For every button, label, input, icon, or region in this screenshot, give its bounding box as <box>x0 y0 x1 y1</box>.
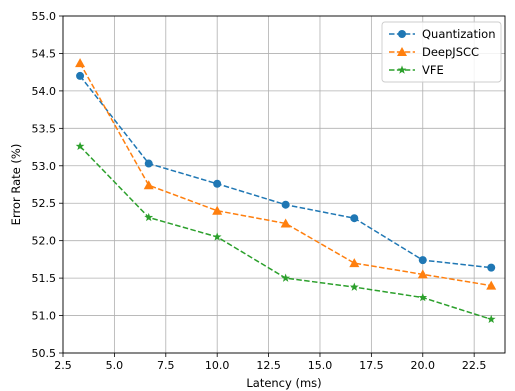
data-point <box>486 280 497 290</box>
data-point <box>349 282 359 291</box>
data-point <box>418 256 427 265</box>
y-tick-label: 51.0 <box>32 310 57 323</box>
y-tick-label: 52.5 <box>32 197 57 210</box>
data-point <box>349 258 360 268</box>
y-axis-label: Error Rate (%) <box>9 144 23 226</box>
data-point <box>280 218 291 228</box>
data-point <box>281 200 290 209</box>
data-point <box>213 179 222 188</box>
x-tick-label: 17.5 <box>359 359 384 372</box>
data-point <box>212 232 222 241</box>
y-tick-label: 53.0 <box>32 160 57 173</box>
data-point <box>486 314 496 324</box>
x-tick-label: 20.0 <box>411 359 436 372</box>
legend-box <box>381 21 502 83</box>
y-tick-label: 55.0 <box>32 10 57 23</box>
series-line <box>79 75 492 269</box>
x-axis-label: Latency (ms) <box>246 376 321 390</box>
legend-label: VFE <box>422 63 444 77</box>
x-tick-label: 12.5 <box>256 359 281 372</box>
series-quantization <box>76 71 496 272</box>
legend-item: VFE <box>389 63 444 77</box>
y-tick-label: 51.5 <box>32 272 57 285</box>
legend-item: Quantization <box>389 27 496 41</box>
data-point <box>75 58 86 68</box>
legend-label: Quantization <box>422 27 496 41</box>
series-vfe <box>75 141 496 324</box>
legend-marker <box>398 30 406 38</box>
x-tick-label: 22.5 <box>462 359 487 372</box>
data-point <box>76 71 85 80</box>
data-point <box>487 263 496 272</box>
data-point <box>144 159 153 168</box>
series-line <box>79 62 492 287</box>
data-point <box>281 273 291 282</box>
plot-area-frame <box>62 15 506 354</box>
legend: Quantization DeepJSCC VFE <box>381 21 502 83</box>
data-point <box>418 292 428 302</box>
series-group <box>75 58 497 324</box>
data-point <box>417 269 428 279</box>
data-point <box>75 141 85 151</box>
x-tick-label: 7.5 <box>157 359 175 372</box>
y-tick-label: 54.0 <box>32 85 57 98</box>
data-point <box>143 180 154 190</box>
y-tick-label: 50.5 <box>32 347 57 360</box>
series-line <box>79 145 492 321</box>
y-tick-label: 54.5 <box>32 47 57 60</box>
legend-item: DeepJSCC <box>389 45 479 59</box>
y-tick-label: 53.5 <box>32 122 57 135</box>
data-point <box>144 212 154 222</box>
legend-label: DeepJSCC <box>422 45 479 59</box>
x-axis-ticks: 2.5 5.0 7.5 10.0 12.5 15.0 17.5 20.0 22.5 <box>54 353 486 372</box>
x-tick-label: 2.5 <box>54 359 72 372</box>
data-point <box>350 214 359 223</box>
data-point <box>212 205 223 215</box>
y-axis-ticks: 50.5 51.0 51.5 52.0 52.5 53.0 53.5 54.0 54.5 55.0 <box>32 10 63 360</box>
x-tick-label: 5.0 <box>106 359 124 372</box>
legend-marker <box>397 65 407 74</box>
x-tick-label: 10.0 <box>205 359 230 372</box>
x-tick-label: 15.0 <box>308 359 333 372</box>
series-deepjscc <box>75 58 497 290</box>
y-tick-label: 52.0 <box>32 235 57 248</box>
legend-marker <box>397 47 407 56</box>
